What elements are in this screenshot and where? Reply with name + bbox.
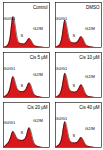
svg-text:G2/M: G2/M — [33, 26, 43, 31]
svg-text:DMSO: DMSO — [86, 5, 100, 10]
svg-text:S: S — [73, 83, 76, 88]
svg-text:G0/G1: G0/G1 — [3, 120, 16, 125]
svg-text:G2/M: G2/M — [33, 72, 43, 77]
svg-text:G0/G1: G0/G1 — [55, 16, 68, 21]
svg-text:Cis 10 μM: Cis 10 μM — [79, 55, 100, 60]
svg-text:G2/M: G2/M — [33, 118, 43, 123]
svg-text:S: S — [21, 33, 24, 38]
svg-text:S: S — [73, 133, 76, 138]
svg-text:Cis 20 μM: Cis 20 μM — [27, 105, 48, 110]
svg-text:Cis 5 μM: Cis 5 μM — [30, 55, 48, 60]
svg-text:S: S — [21, 130, 24, 135]
svg-text:G0/G1: G0/G1 — [3, 66, 16, 71]
svg-text:S: S — [73, 33, 76, 38]
svg-text:Cis 40 μM: Cis 40 μM — [79, 105, 100, 110]
svg-text:G0/G1: G0/G1 — [55, 66, 68, 71]
svg-text:Control: Control — [33, 5, 48, 10]
svg-text:S: S — [21, 83, 24, 88]
svg-text:G0/G1: G0/G1 — [3, 16, 16, 21]
svg-text:G2/M: G2/M — [85, 126, 95, 131]
svg-text:G2/M: G2/M — [85, 26, 95, 31]
svg-text:G0/G1: G0/G1 — [55, 116, 68, 121]
svg-text:G2/M: G2/M — [85, 74, 95, 79]
